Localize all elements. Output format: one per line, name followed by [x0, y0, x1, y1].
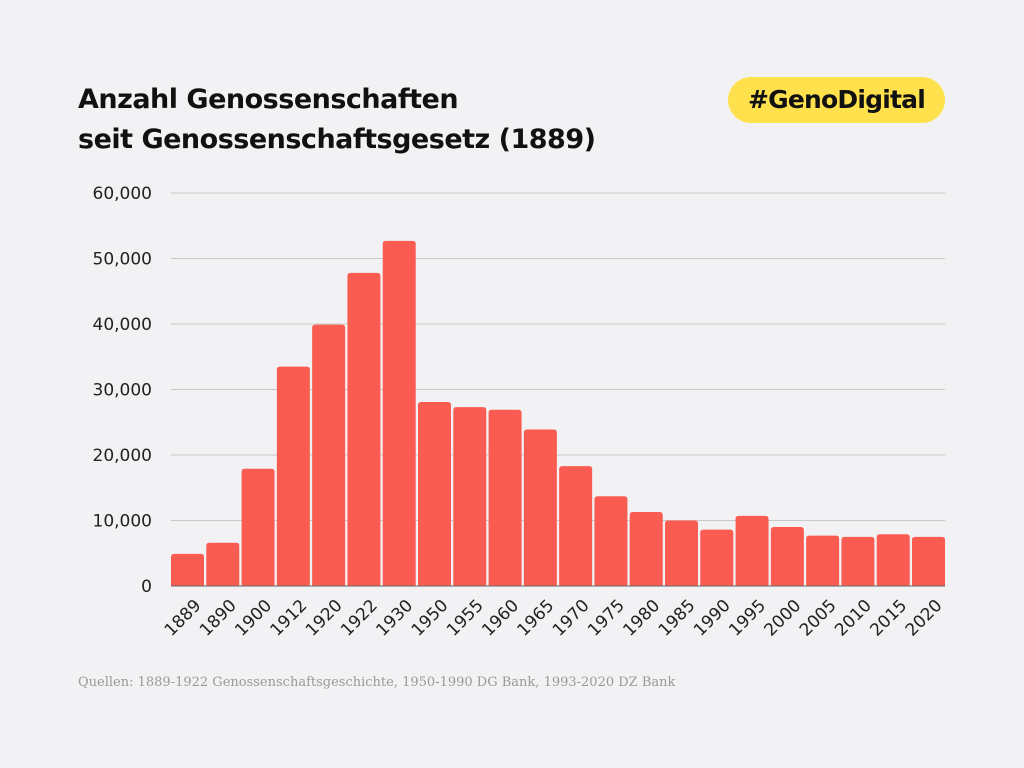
bar-1985: [665, 520, 698, 586]
bar-1912: [276, 366, 310, 586]
bar-2000: [770, 527, 804, 586]
bar-1955: [453, 407, 487, 586]
x-tick-label: 2005: [796, 596, 841, 641]
x-tick-label: 1990: [690, 596, 735, 641]
x-tick-label: 1950: [408, 596, 453, 641]
hashtag-badge: #GenoDigital: [728, 77, 945, 123]
bar-1950: [418, 401, 451, 586]
bar-1995: [735, 515, 769, 586]
bar-1965: [523, 429, 557, 586]
y-tick-label: 30,000: [93, 381, 152, 401]
x-tick-label: 2010: [831, 596, 876, 641]
x-tick-label: 1980: [619, 596, 664, 641]
y-tick-label: 40,000: [93, 315, 152, 335]
bar-1960: [488, 409, 522, 586]
x-tick-label: 1960: [478, 596, 523, 641]
bar-1920: [312, 324, 346, 586]
x-tick-label: 1965: [514, 596, 559, 641]
x-tick-label: 1930: [372, 596, 417, 641]
chart-title: Anzahl Genossenschaften seit Genossensch…: [78, 80, 596, 160]
bar-1890: [206, 542, 240, 586]
x-tick-label: 1922: [337, 596, 382, 641]
y-tick-label: 10,000: [93, 512, 152, 532]
x-tick-label: 1889: [161, 596, 206, 641]
x-tick-label: 2015: [866, 596, 911, 641]
bar-1889: [171, 553, 204, 586]
x-tick-label: 1890: [196, 596, 241, 641]
title-line-1: Anzahl Genossenschaften: [78, 84, 459, 115]
bar-1980: [629, 511, 663, 586]
bar-1990: [700, 529, 734, 586]
bar-1922: [347, 272, 381, 586]
bar-2020: [912, 536, 945, 586]
title-line-2: seit Genossenschaftsgesetz (1889): [78, 124, 596, 155]
y-tick-label: 50,000: [93, 250, 152, 270]
x-tick-label: 2020: [902, 596, 947, 641]
x-tick-label: 1955: [443, 596, 488, 641]
x-tick-label: 1985: [655, 596, 700, 641]
bar-2010: [841, 536, 875, 586]
x-tick-label: 1900: [231, 596, 276, 641]
bar-1975: [594, 496, 628, 586]
y-tick-label: 20,000: [93, 446, 152, 466]
x-tick-label: 1975: [584, 596, 629, 641]
bar-1970: [559, 466, 593, 586]
x-tick-label: 1912: [267, 596, 312, 641]
source-note: Quellen: 1889-1922 Genossenschaftsgeschi…: [78, 675, 676, 690]
x-tick-label: 1920: [302, 596, 347, 641]
bar-1900: [241, 468, 275, 586]
x-tick-label: 2000: [761, 596, 806, 641]
x-tick-label: 1995: [725, 596, 770, 641]
y-tick-label: 60,000: [93, 184, 152, 204]
bar-1930: [382, 240, 416, 586]
x-tick-label: 1970: [549, 596, 594, 641]
y-tick-label: 0: [141, 577, 152, 597]
bar-2015: [876, 534, 910, 586]
bar-2005: [806, 535, 840, 586]
